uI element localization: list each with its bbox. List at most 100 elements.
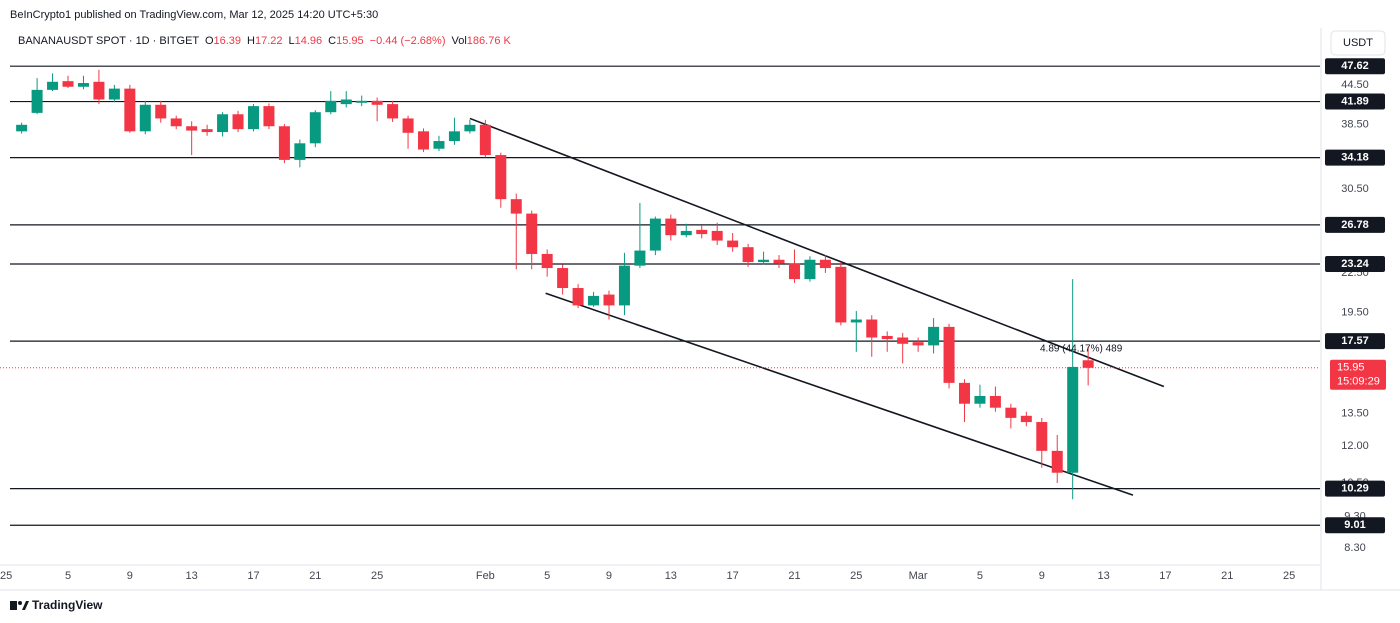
candle-body [325,100,337,113]
candle-body [62,81,74,87]
candle-body [278,126,290,160]
candle-body [402,118,414,133]
x-tick-label: 21 [1221,570,1233,582]
x-tick-label: 17 [1159,570,1171,582]
candle-body [247,106,259,130]
candle-body [340,99,352,105]
candle-body [788,263,800,280]
candle-body [108,88,120,100]
candle-body [495,155,507,200]
candle-body [155,104,167,119]
candle-body [186,126,198,131]
x-tick-label: Mar [909,570,928,582]
candle-body [897,337,909,344]
candle-body [634,250,646,266]
footer-logo [10,601,29,610]
candle-body [603,294,615,306]
x-tick-label: 25 [850,570,862,582]
legend-key: L [289,35,295,47]
candle-body [263,106,275,127]
candle-body [433,141,445,149]
level-badge [1325,216,1385,233]
candle-body [588,295,600,306]
candle-body [711,230,723,241]
candle-body [742,247,754,263]
candle-body [464,124,476,132]
candle-body [835,266,847,323]
trend-line [469,117,1165,388]
measure-label: 4.89 (44.17%) 489 [1040,344,1123,355]
level-badge [1325,149,1385,166]
x-tick-label: 25 [371,570,383,582]
candle-body [93,81,105,100]
candle-body [680,230,692,236]
x-tick-label: 17 [247,570,259,582]
plot-area [0,65,1320,526]
y-tick-label: 30.50 [1341,183,1369,195]
candle-body [510,199,522,214]
legend-value: 17.22 [255,35,283,47]
x-tick-label: 9 [127,570,133,582]
level-badge-label: 23.24 [1341,258,1369,270]
legend-key: C [328,35,336,47]
x-tick-label: 5 [977,570,983,582]
candle-body [974,395,986,404]
level-badge-label: 26.78 [1341,219,1369,231]
last-price-label: 15.95 [1337,362,1365,374]
currency-button[interactable] [1330,30,1386,56]
candle-body [16,124,28,132]
candle-body [217,114,229,133]
level-badge [1325,58,1385,75]
candle-body [1067,366,1079,473]
level-badge [1325,255,1385,272]
x-tick-label: 9 [1039,570,1045,582]
candle-body [881,335,893,340]
candle-body [989,395,1001,408]
candle-body [356,100,368,103]
x-tick-label: 17 [727,570,739,582]
currency-label[interactable]: USDT [1343,37,1373,49]
candle-body [773,259,785,264]
candle-body [1005,407,1017,418]
candle-body [928,326,940,346]
y-tick-label: 19.50 [1341,306,1369,318]
x-tick-label: 25 [1283,570,1295,582]
candle-body [557,268,569,289]
publisher-note: BeInCrypto1 published on TradingView.com… [10,9,378,21]
candle-body [912,342,924,346]
level-badge-label: 9.01 [1344,519,1365,531]
level-badge [1325,480,1385,497]
candle-body [1036,422,1048,451]
symbol: BANANAUSDT SPOT · 1D · BITGET [18,35,199,47]
legend-value: 15.95 [336,35,364,47]
x-tick-label: 21 [788,570,800,582]
candle-body [943,326,955,383]
candle-body [31,89,43,113]
x-tick-label: 5 [65,570,71,582]
legend-value: 186.76 K [467,35,512,47]
candle-body [866,319,878,338]
x-tick-label: 25 [0,570,12,582]
level-badge [1325,93,1385,110]
candle-body [47,81,59,90]
y-tick-label: 12.00 [1341,440,1369,452]
candle-body [572,288,584,306]
candle-body [170,118,182,127]
level-badge [1325,333,1385,350]
candle-body [232,114,244,130]
candle-body [649,218,661,251]
candle-body [309,112,321,144]
candle-body [418,131,430,150]
candle-body [958,382,970,404]
candle-body [294,143,306,160]
candle-body [479,124,491,156]
candle-body [1051,450,1063,473]
candle-body [448,131,460,142]
candle-body [526,213,538,254]
candle-body [1020,415,1032,423]
level-badge-label: 47.62 [1341,60,1369,72]
candle-body [804,259,816,280]
last-price-badge [1330,359,1386,390]
level-badge [1325,517,1385,534]
x-tick-label: 13 [186,570,198,582]
